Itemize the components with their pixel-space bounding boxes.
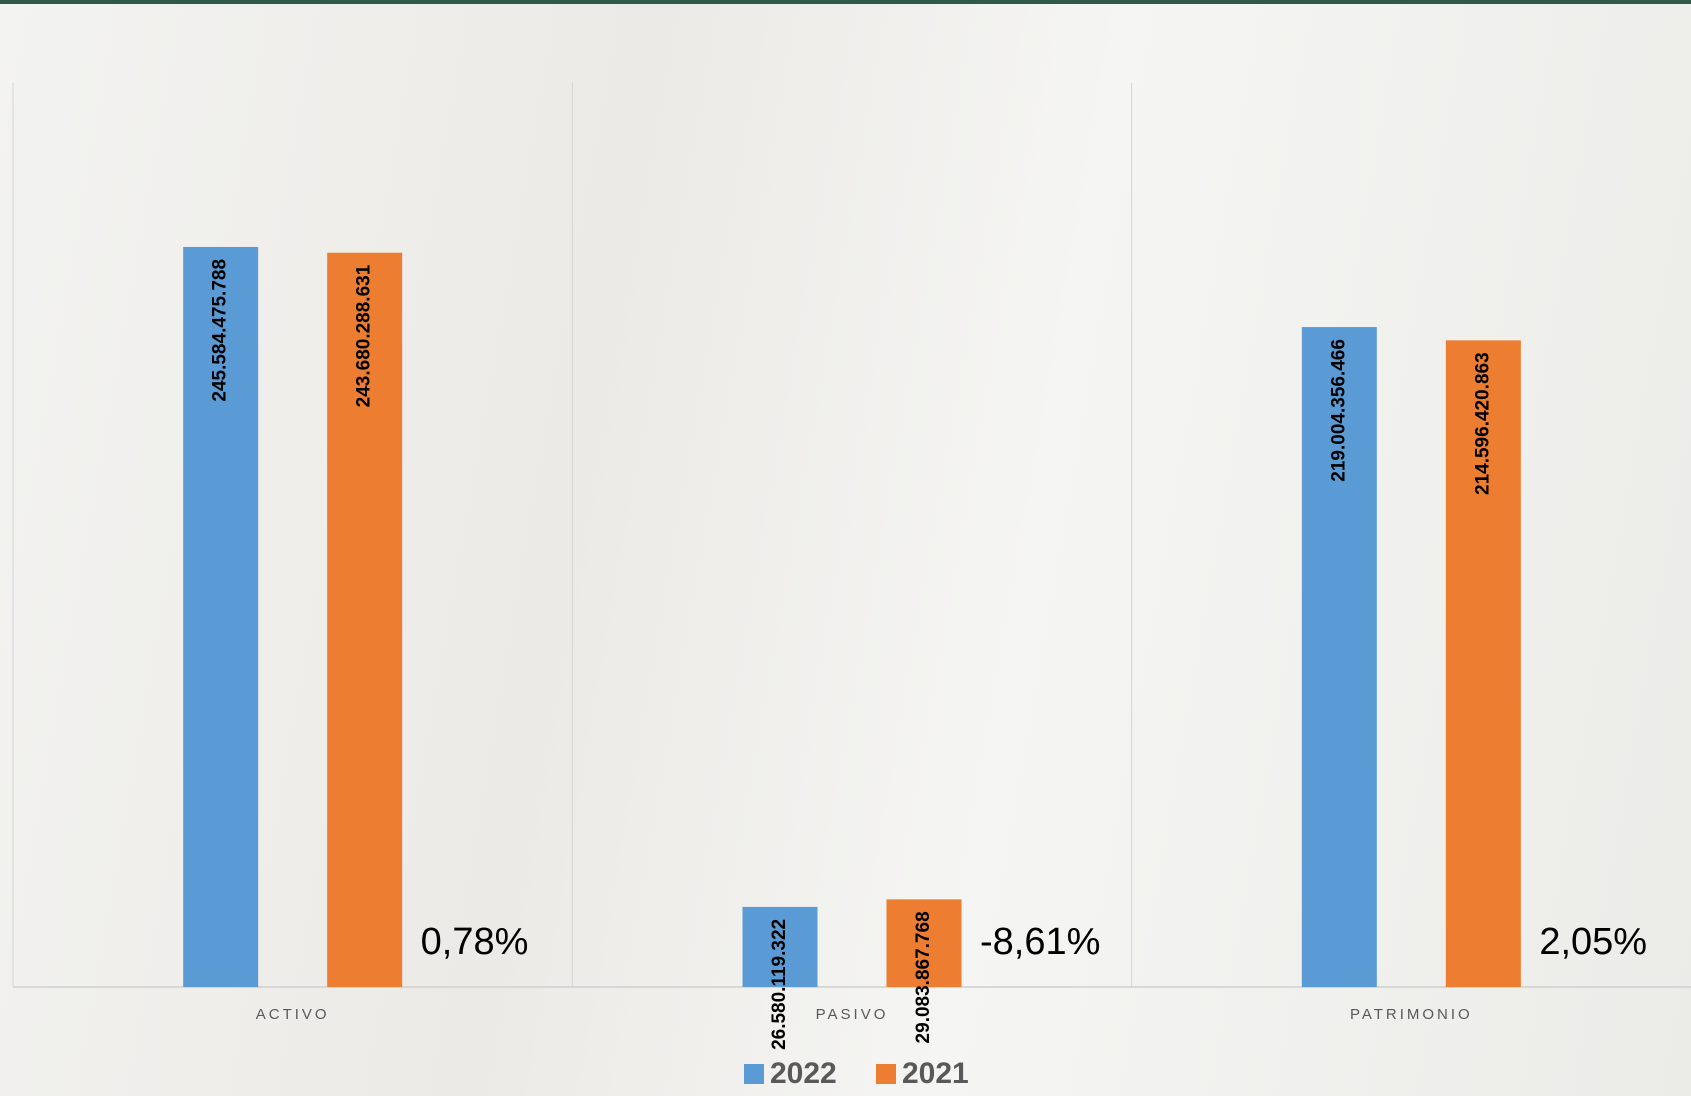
value-label: 26.580.119.322 [769, 919, 790, 1050]
x-tick-label: PATRIMONIO [1350, 1006, 1473, 1023]
annotation: 0,78% [421, 921, 529, 963]
value-label: 243.680.288.631 [354, 264, 375, 407]
legend-swatch [744, 1064, 764, 1084]
value-label: 214.596.420.863 [1472, 352, 1493, 495]
value-label: 219.004.356.466 [1328, 339, 1349, 482]
annotation: -8,61% [980, 921, 1100, 963]
x-tick-label: ACTIVO [256, 1006, 330, 1023]
top-border [0, 0, 1691, 4]
x-tick-label: PASIVO [816, 1006, 889, 1023]
value-label: 245.584.475.788 [210, 259, 231, 402]
value-label: 29.083.867.768 [913, 911, 934, 1043]
annotation: 2,05% [1539, 921, 1647, 963]
legend-label: 2022 [770, 1057, 837, 1090]
legend-label: 2021 [902, 1057, 969, 1090]
legend-swatch [876, 1064, 896, 1084]
chart: ACTIVO 245.584.475.788 243.680.288.631 0,78… [0, 0, 1691, 1096]
